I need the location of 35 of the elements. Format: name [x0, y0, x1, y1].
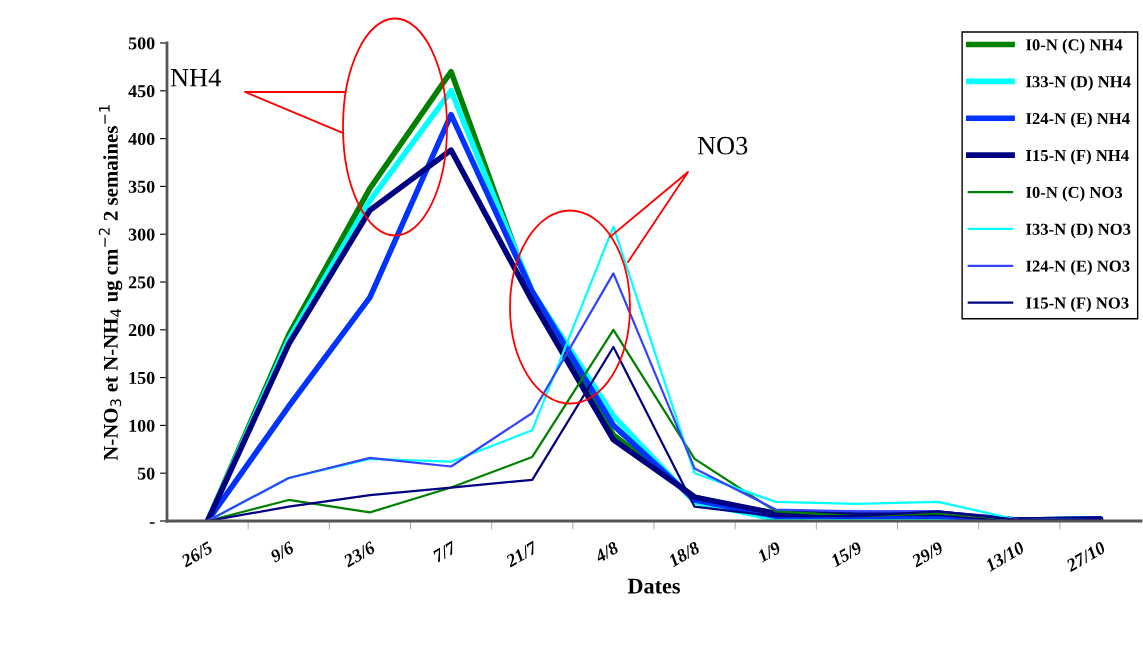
x-tick-label: 7/7: [432, 540, 458, 563]
y-tick-label: 500: [128, 37, 155, 50]
legend-label: I33-N (D) NO3: [1026, 223, 1131, 239]
annotation: NO3: [697, 136, 748, 155]
x-tick-label: 15/9: [829, 541, 863, 568]
y-tick-label: 450: [128, 85, 155, 98]
y-tick-label: 200: [128, 324, 155, 337]
x-tick-label: 18/8: [667, 541, 701, 568]
legend-label: I0-N (C) NO3: [1026, 186, 1123, 202]
y-tick-label: -: [149, 522, 155, 524]
y-tick-label: 300: [128, 228, 155, 241]
legend-label: I0-N (C) NH4: [1026, 38, 1123, 54]
x-axis-title: Dates: [627, 578, 680, 594]
x-tick-label: 13/10: [984, 541, 1026, 572]
annotation: NH4: [170, 68, 221, 87]
legend-label: I33-N (D) NH4: [1026, 75, 1131, 91]
legend-label: I24-N (E) NH4: [1026, 112, 1130, 128]
x-tick-label: 4/8: [593, 541, 620, 564]
y-tick-label: 50: [137, 467, 155, 480]
x-tick-label: 29/9: [910, 541, 945, 568]
x-tick-label: 1/9: [756, 541, 782, 563]
y-tick-label: 250: [128, 276, 155, 289]
legend-label: I15-N (F) NO3: [1026, 296, 1129, 313]
y-tick-label: 350: [128, 180, 155, 193]
y-tick-label: 100: [129, 419, 155, 432]
x-tick-label: 9/6: [269, 540, 296, 563]
y-tick-label: 150: [129, 371, 155, 385]
y-tick-label: 400: [128, 132, 155, 146]
x-tick-label: 23/6: [342, 540, 377, 568]
x-tick-label: 26/5: [179, 541, 214, 568]
legend-label: I24-N (E) NO3: [1026, 260, 1130, 276]
x-tick-label: 21/7: [504, 540, 540, 568]
x-tick-label: 27/10: [1064, 541, 1107, 573]
legend-label: I15-N (F) NH4: [1026, 149, 1129, 165]
y-axis-title: N-NO$_{3}$ et N-NH$_{4}$ ug cm$^{−2}$ 2 semaines$^{−1}$: [98, 105, 123, 461]
